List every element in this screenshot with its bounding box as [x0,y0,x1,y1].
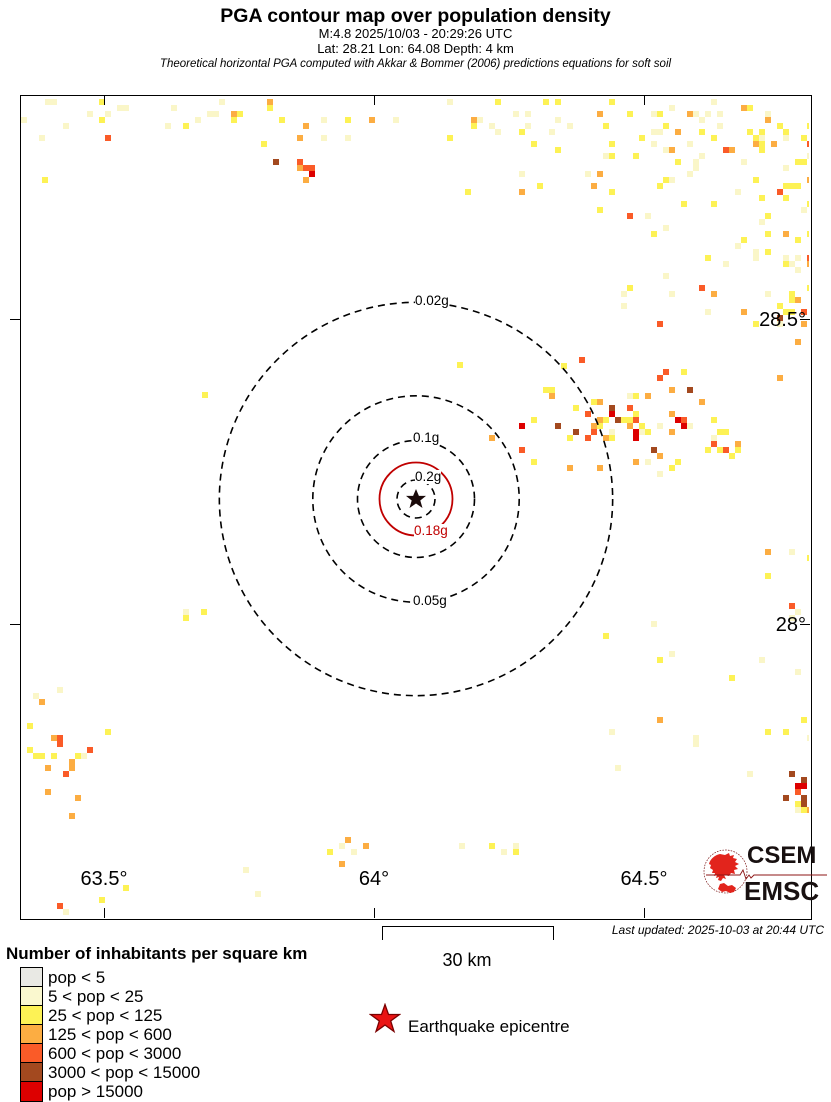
svg-text:EMSC: EMSC [744,876,819,906]
svg-text:CSEM: CSEM [747,842,816,869]
